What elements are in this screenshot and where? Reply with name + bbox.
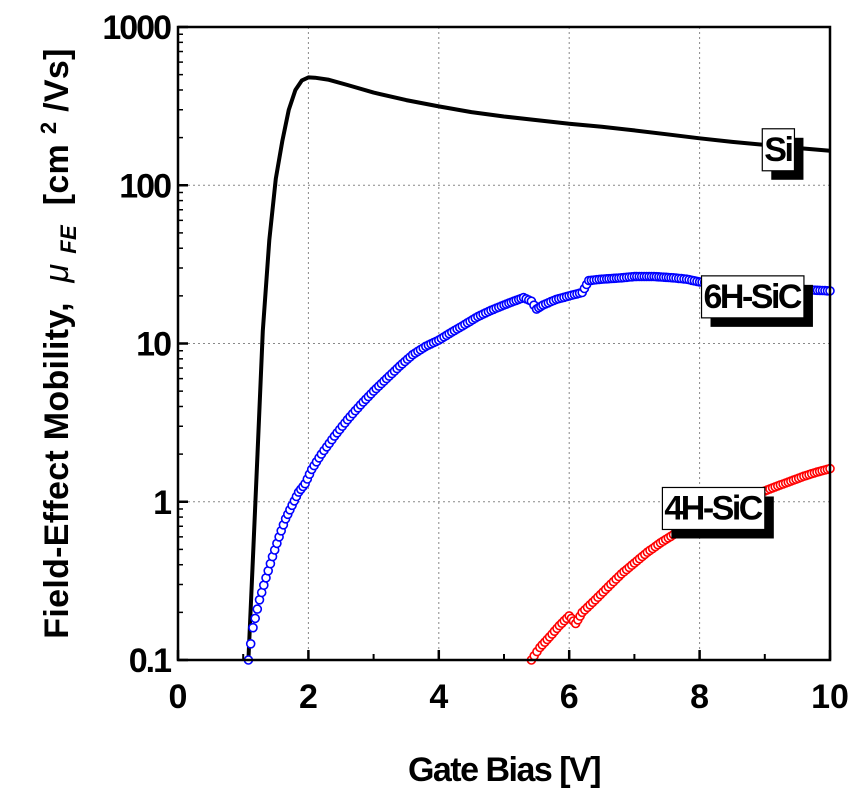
x-tick-label: 0 xyxy=(169,678,188,716)
series-6h-sic xyxy=(243,271,835,665)
x-axis-title: Gate Bias [V] xyxy=(408,751,600,789)
series-label-text: Si xyxy=(764,131,792,169)
axis-ticks: 0 2 4 6 8 10 0.1 1 10 100 1000 xyxy=(102,9,849,716)
y-tick-label: 0.1 xyxy=(129,642,171,680)
series-label-6h-sic: 6H-SiC xyxy=(700,275,813,327)
y-axis-title-prefix: Field-Effect Mobility, xyxy=(38,302,76,639)
series-label-box xyxy=(661,486,766,531)
series-label-box xyxy=(761,128,796,172)
y-axis-title-subscript: FE xyxy=(56,224,81,254)
series-layer xyxy=(243,75,835,665)
series-label-4h-sic: 4H-SiC xyxy=(661,486,774,539)
y-axis-title-unit-tail: /Vs] xyxy=(38,48,76,112)
y-axis-title: Field-Effect Mobility, μ FE [cm 2 /Vs] xyxy=(26,48,84,638)
y-axis-title-symbol: μ xyxy=(38,263,76,283)
grid-lines xyxy=(178,27,830,660)
series-label-text: 6H-SiC xyxy=(704,278,802,316)
data-point-6h-sic xyxy=(245,638,256,649)
x-tick-label: 2 xyxy=(299,678,318,716)
y-axis-title-unit: [cm xyxy=(38,144,76,205)
y-tick-label: 1000 xyxy=(102,9,171,47)
x-tick-label: 10 xyxy=(811,678,849,716)
y-axis-title-unit-exponent: 2 xyxy=(36,122,61,135)
series-labels: Si 6H-SiC 4H-SiC xyxy=(661,128,813,539)
series-line-si xyxy=(246,75,831,661)
data-point-6h-sic xyxy=(248,622,258,633)
data-point-6h-sic xyxy=(250,613,260,624)
y-tick-label: 1 xyxy=(153,484,171,522)
y-tick-label: 100 xyxy=(119,167,171,205)
x-tick-label: 4 xyxy=(429,678,448,716)
series-si xyxy=(246,75,831,661)
series-label-text: 4H-SiC xyxy=(664,489,762,527)
x-tick-label: 8 xyxy=(690,678,709,716)
data-point-6h-sic xyxy=(252,604,263,614)
series-label-box xyxy=(700,275,805,319)
x-tick-label: 6 xyxy=(560,678,579,716)
y-tick-label: 10 xyxy=(136,326,171,364)
series-label-si: Si xyxy=(761,128,804,180)
